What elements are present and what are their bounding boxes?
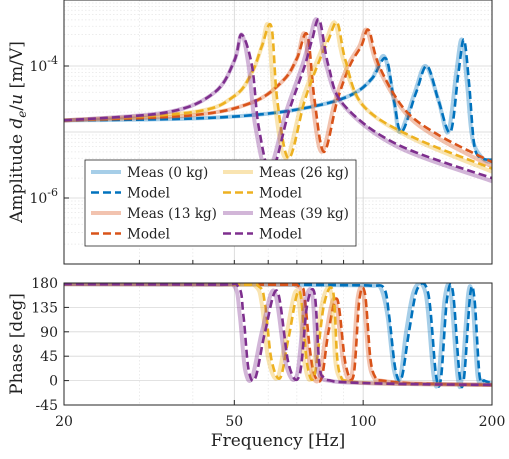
phase-xtick-label: 20 <box>55 414 73 430</box>
legend-label: Model <box>127 186 170 202</box>
amplitude-axes-frame <box>63 0 493 265</box>
legend-label: Model <box>259 227 302 243</box>
phase-ytick-label: 45 <box>40 349 58 365</box>
phase-meas-0-kg-0kg-line <box>64 283 492 390</box>
phase-xtick-label: 50 <box>225 414 243 430</box>
legend-label: Model <box>259 186 302 202</box>
legend-label: Meas (26 kg) <box>259 165 349 181</box>
phase-ytick-label: 0 <box>49 374 58 390</box>
phase-model-39kg-line <box>64 283 492 387</box>
phase-model-13kg-line <box>64 283 492 387</box>
phase-ytick-label: 135 <box>31 300 58 316</box>
phase-model-26kg-line <box>64 283 492 387</box>
phase-ylabel: Phase [deg] <box>7 293 27 395</box>
phase-xtick-label: 200 <box>479 414 506 430</box>
amplitude-series <box>64 17 492 184</box>
phase-axes-frame <box>63 282 493 406</box>
legend-label: Model <box>127 227 170 243</box>
amp-model-39kg-line <box>64 17 492 180</box>
legend-box <box>84 159 357 247</box>
legend-label: Meas (13 kg) <box>127 206 217 222</box>
legend-label: Meas (39 kg) <box>259 206 349 222</box>
amplitude-ylabel: Amplitude de/u [m/V] <box>7 41 29 224</box>
amp-ytick-label: 10-4 <box>29 54 58 75</box>
amp-ytick-label: 10-6 <box>29 186 58 207</box>
phase-meas-13-kg-13kg-line <box>64 283 492 387</box>
legend: Meas (0 kg) Model Meas (13 kg) Model Meas (2… <box>84 159 357 247</box>
frequency-xlabel: Frequency [Hz] <box>211 431 345 451</box>
phase-ytick-label: -45 <box>35 398 58 414</box>
phase-ytick-label: 180 <box>31 276 58 292</box>
amp-model-26kg-line <box>64 21 492 170</box>
phase-xtick-label: 100 <box>350 414 377 430</box>
amp-model-0kg-line <box>64 38 492 162</box>
phase-ytick-label: 90 <box>40 325 58 341</box>
amplitude-panel: 10-6 10-4 Amplitude de/u [m/V] Meas (0 kg… <box>7 0 493 265</box>
amplitude-ticks: 10-6 10-4 <box>29 54 493 264</box>
legend-label: Meas (0 kg) <box>127 165 208 181</box>
phase-series <box>64 283 492 390</box>
